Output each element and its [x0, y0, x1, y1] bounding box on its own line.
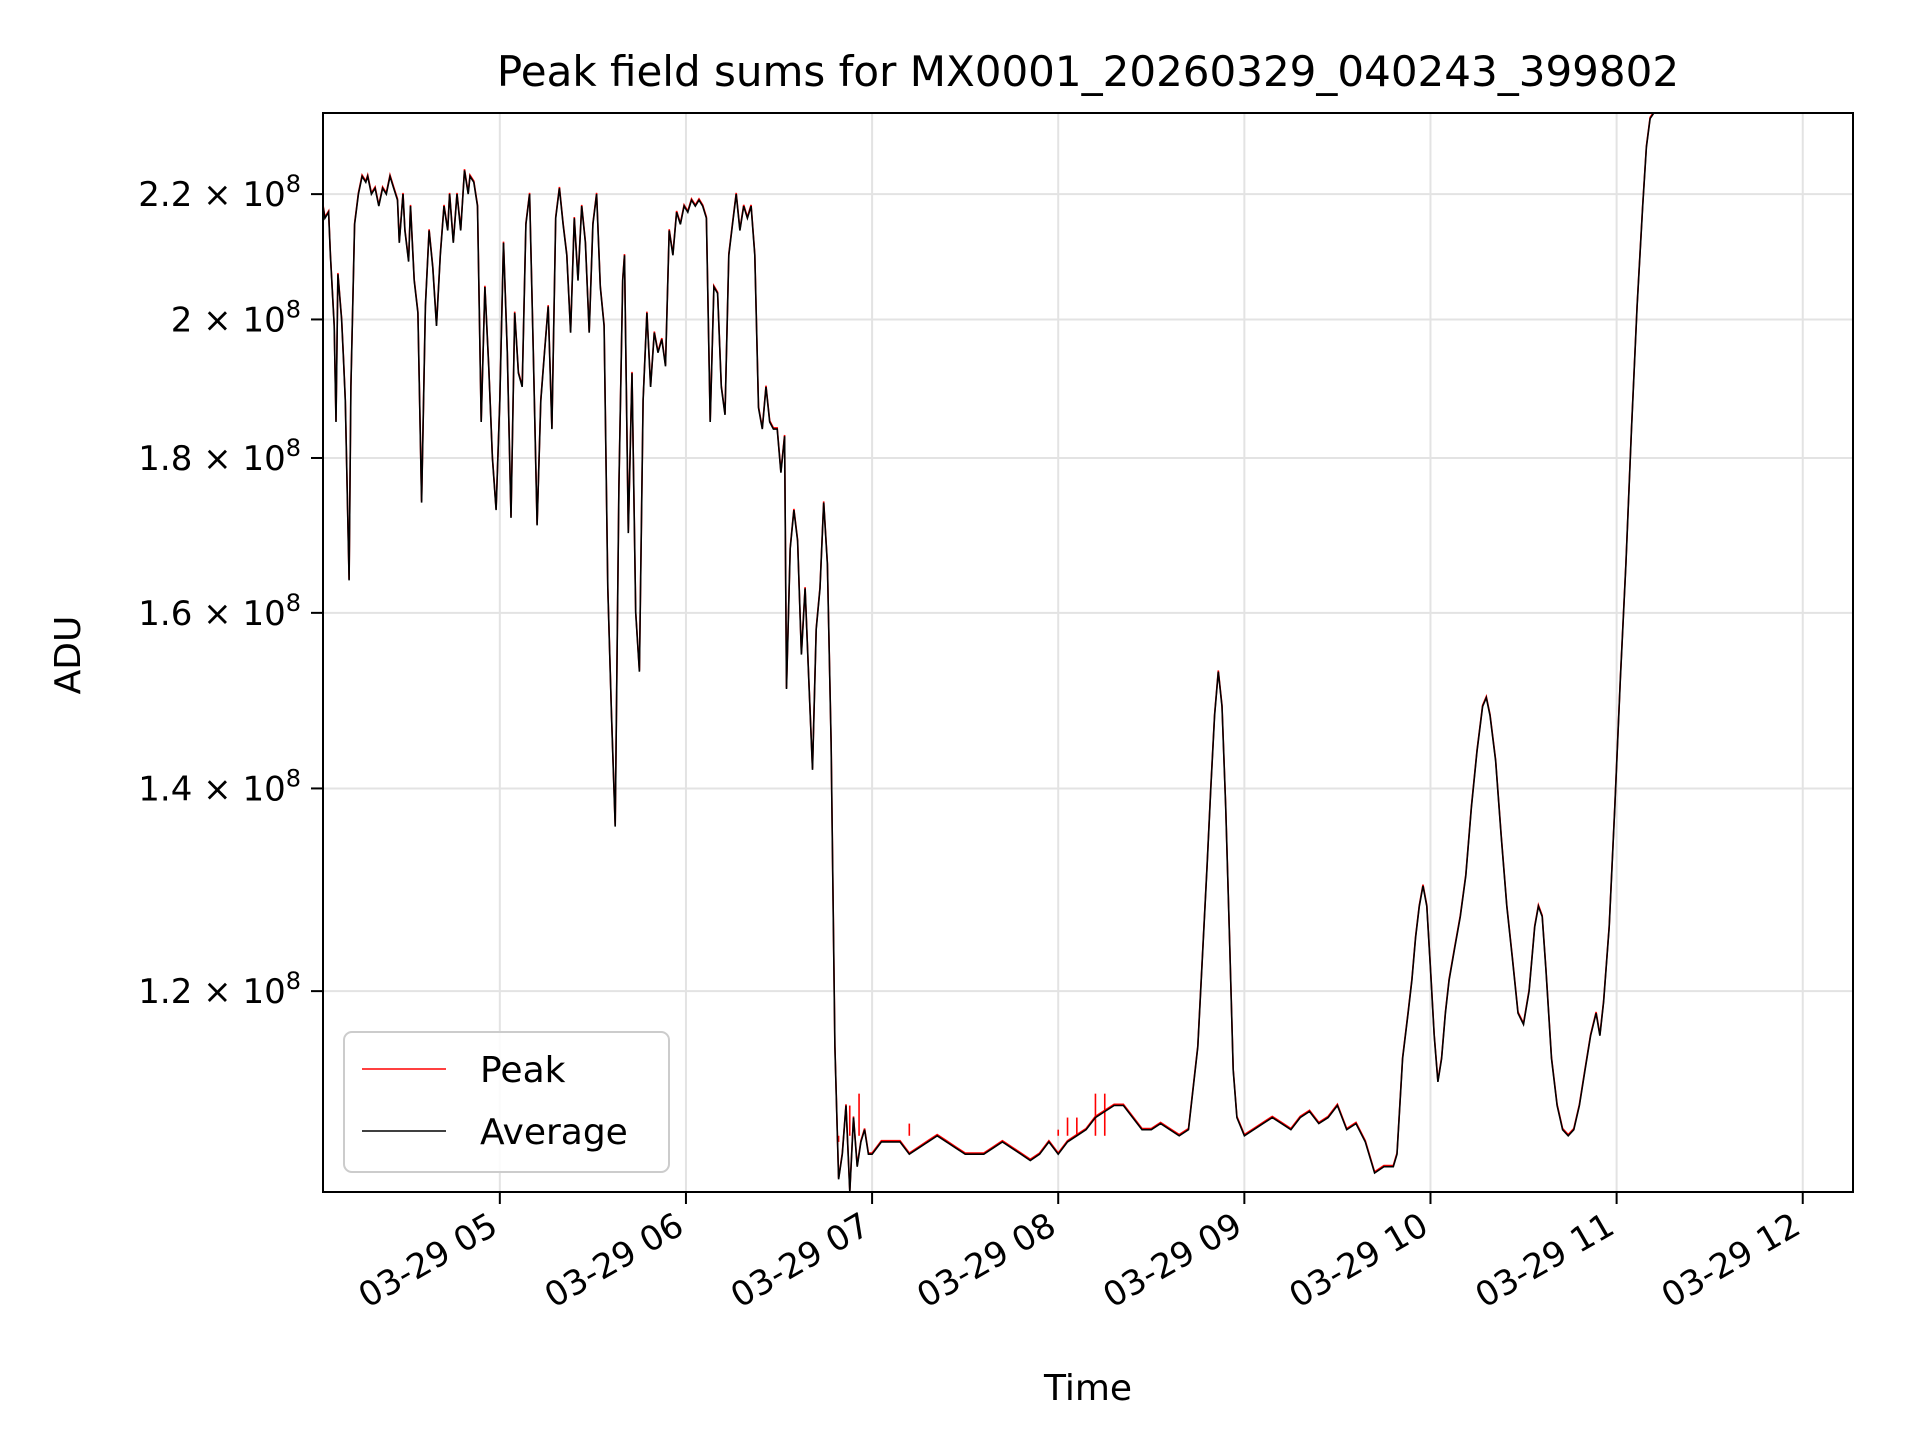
x-tick-label: 03-29 09 [1096, 1205, 1248, 1316]
x-axis-label: Time [1043, 1368, 1132, 1409]
y-tick-label: 2 × 108 [171, 295, 301, 340]
x-tick-label: 03-29 12 [1655, 1205, 1807, 1316]
x-tick-label: 03-29 08 [910, 1205, 1062, 1316]
average-series-line [323, 113, 1655, 1192]
peak-series-line [323, 113, 1654, 1191]
y-tick-label: 1.8 × 108 [138, 434, 301, 479]
x-tick-label: 03-29 07 [724, 1205, 876, 1316]
x-tick-label: 03-29 11 [1469, 1205, 1621, 1316]
x-tick-label: 03-29 06 [538, 1205, 690, 1316]
legend: Peak Average [343, 1031, 670, 1173]
x-tick-label: 03-29 10 [1283, 1205, 1435, 1316]
grid-lines [323, 113, 1853, 1192]
y-tick-label: 2.2 × 108 [138, 170, 301, 215]
legend-box [343, 1031, 670, 1173]
x-tick-label: 03-29 05 [352, 1205, 504, 1316]
y-tick-label: 1.2 × 108 [138, 967, 301, 1012]
chart-title: Peak field sums for MX0001_20260329_0402… [497, 47, 1679, 96]
legend-peak-label: Peak [480, 1050, 566, 1091]
legend-average-label: Average [480, 1112, 628, 1153]
y-axis-label: ADU [48, 616, 89, 695]
series-group [323, 113, 1655, 1192]
y-axis: 1.2 × 108 1.4 × 108 1.6 × 108 1.8 × 108 2 × … [138, 170, 323, 1012]
y-tick-label: 1.4 × 108 [138, 764, 301, 809]
x-axis: 03-29 05 03-29 06 03-29 07 03-29 08 03-29 09… [352, 1192, 1807, 1316]
plot-frame [322, 112, 1854, 1193]
y-tick-label: 1.6 × 108 [138, 589, 301, 634]
